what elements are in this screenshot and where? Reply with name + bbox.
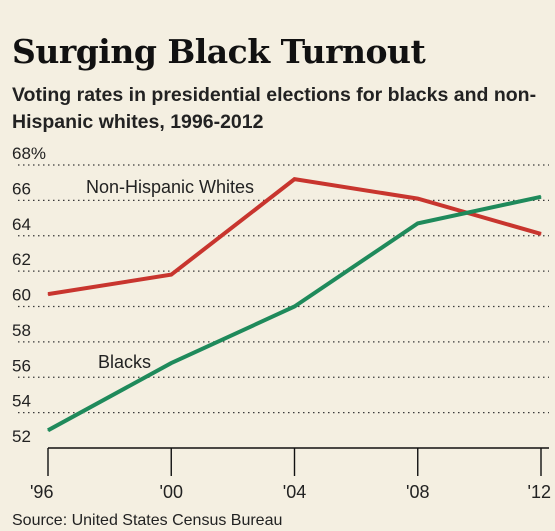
series-lines bbox=[47, 177, 542, 433]
y-tick-label: 68% bbox=[12, 144, 46, 163]
chart-title: Surging Black Turnout bbox=[12, 32, 426, 71]
x-tick-labels: '96 '00 '04 '08 '12 bbox=[30, 482, 551, 502]
series-label: Blacks bbox=[98, 352, 151, 372]
grid-lines bbox=[18, 164, 549, 414]
data-point bbox=[47, 293, 49, 295]
data-point bbox=[540, 233, 542, 235]
y-tick-label: 62 bbox=[12, 250, 31, 269]
y-tick-label: 60 bbox=[12, 286, 31, 305]
data-point bbox=[170, 274, 172, 276]
x-tick-label: '12 bbox=[528, 482, 551, 502]
data-point bbox=[417, 198, 419, 200]
series-line-blacks bbox=[47, 194, 542, 433]
source-note: Source: United States Census Bureau bbox=[12, 512, 283, 529]
x-tick-label: '04 bbox=[283, 482, 306, 502]
data-point bbox=[540, 196, 542, 198]
series-label: Non-Hispanic Whites bbox=[86, 177, 254, 197]
chart-subtitle: Voting rates in presidential elections f… bbox=[12, 84, 537, 133]
x-tick-label: '96 bbox=[30, 482, 53, 502]
x-tick-label: '00 bbox=[160, 482, 183, 502]
x-axis bbox=[47, 447, 549, 476]
data-point bbox=[294, 178, 295, 180]
x-tick-label: '08 bbox=[406, 482, 429, 502]
y-tick-label: 52 bbox=[12, 427, 31, 446]
y-tick-label: 64 bbox=[12, 215, 31, 234]
series-labels: Non-Hispanic Whites Blacks bbox=[86, 177, 254, 372]
y-tick-label: 58 bbox=[12, 321, 31, 340]
data-point bbox=[47, 429, 49, 431]
y-tick-label: 54 bbox=[12, 392, 31, 411]
y-tick-label: 56 bbox=[12, 356, 31, 375]
data-point bbox=[170, 362, 172, 364]
y-tick-labels: 52 54 56 58 60 62 64 66 68% bbox=[12, 144, 46, 446]
data-point bbox=[417, 222, 419, 224]
data-point bbox=[294, 306, 295, 307]
y-tick-label: 66 bbox=[12, 179, 31, 198]
